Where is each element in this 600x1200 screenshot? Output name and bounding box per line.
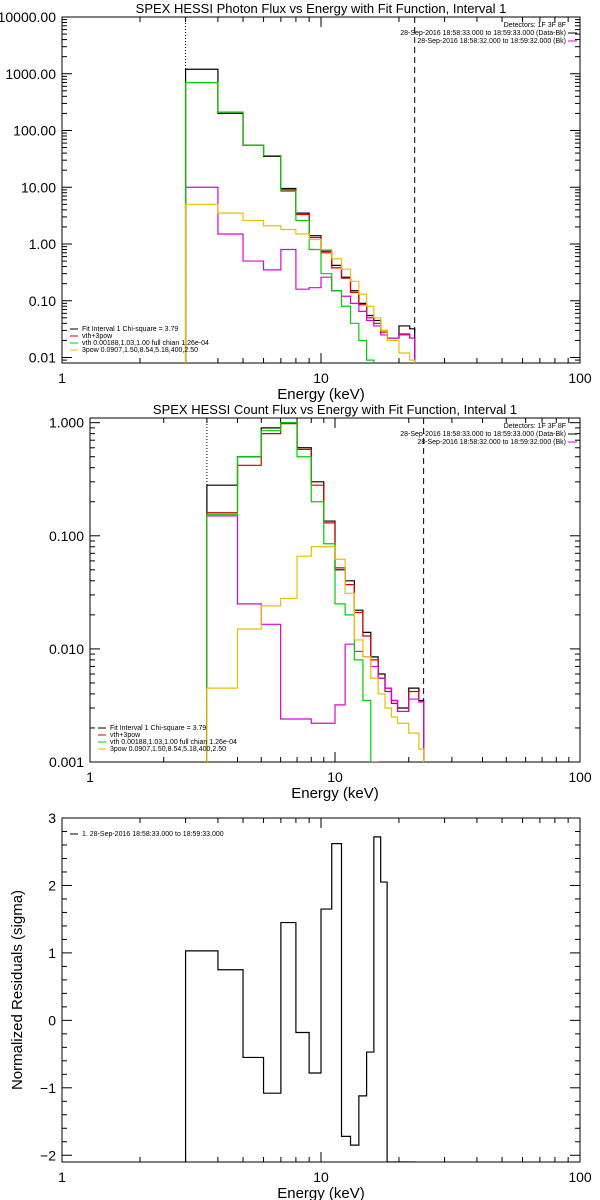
x-tick-label: 1 xyxy=(58,1169,66,1185)
y-tick-label: −2 xyxy=(40,1147,56,1163)
y-tick-label: 0.001 xyxy=(49,754,84,770)
y-axis-label: Normalized Residuals (sigma) xyxy=(9,890,26,1090)
legend-entry: Fit Interval 1 Chi-square = 3.79 xyxy=(82,326,178,333)
plot-frame xyxy=(61,16,581,364)
residuals-panel: 1 10 100 −2 −1 0 1 2 3 Energy (keV) Normalized Res… xyxy=(9,810,592,1200)
x-axis-label: Energy (keV) xyxy=(277,1185,365,1200)
y-tick-label: 3 xyxy=(48,810,56,826)
legend-entry: vth+3pow xyxy=(82,333,113,340)
series-group xyxy=(184,68,416,363)
series-yellow-line xyxy=(184,203,416,363)
chart-title: SPEX HESSI Photon Flux vs Energy with Fi… xyxy=(136,1,507,16)
y-tick-label: 0.010 xyxy=(49,641,84,657)
info-text: Detectors: 1F 3F 8F xyxy=(504,423,566,430)
y-tick-label: 0 xyxy=(48,1012,56,1028)
x-tick-label: 100 xyxy=(568,1169,592,1185)
series-magenta-line xyxy=(206,515,425,762)
series-group xyxy=(184,836,416,1162)
y-tick-label: 1000.00 xyxy=(5,66,56,82)
y-tick-label: 1 xyxy=(48,945,56,961)
x-axis-label: Energy (keV) xyxy=(291,785,379,802)
y-tick-label: 0.01 xyxy=(29,350,56,366)
info-text: 28-Sep-2016 18:58:32.000 to 18:59:32.000… xyxy=(417,439,566,446)
y-tick-label: 1.000 xyxy=(49,415,84,431)
x-tick-label: 10 xyxy=(313,370,329,386)
legend-entry: 3pow 0.0907,1.50,8.54,5.18,400,2.50 xyxy=(82,347,198,354)
chart-title: SPEX HESSI Count Flux vs Energy with Fit… xyxy=(153,402,517,417)
series-black-line xyxy=(184,836,416,1162)
y-tick-label: 10000.00 xyxy=(0,9,56,25)
y-tick-label: −1 xyxy=(40,1080,56,1096)
legend-entry: Fit Interval 1 Chi-square = 3.79 xyxy=(110,725,206,732)
legend-entry: vth 0.00188,1.03,1.00 full chian 1.26e-0… xyxy=(110,739,237,746)
x-tick-label: 100 xyxy=(568,370,592,386)
series-yellow-line xyxy=(206,546,425,762)
info-text: 28-Sep-2016 18:58:33.000 to 18:59:33.000… xyxy=(400,30,566,37)
legend-entry: 3pow 0.0907,1.50,8.54,5.18,400,2.50 xyxy=(110,746,226,753)
series-red-line xyxy=(206,423,425,762)
legend-entry: 1. 28-Sep-2016 18:58:33.000 to 18:59:33.… xyxy=(82,831,224,838)
y-tick-label: 2 xyxy=(48,877,56,893)
y-tick-label: 10.00 xyxy=(21,179,56,195)
y-tick-label: 1.00 xyxy=(29,236,56,252)
series-green-line xyxy=(206,422,379,762)
legend-entry: vth 0.00188,1.03,1.00 full chian 1.26e-0… xyxy=(82,340,209,347)
info-text: 28-Sep-2016 18:58:32.000 to 18:59:32.000… xyxy=(417,38,566,45)
y-tick-label: 0.10 xyxy=(29,293,56,309)
x-tick-label: 10 xyxy=(313,1169,329,1185)
x-tick-label: 10 xyxy=(327,769,343,785)
info-text: 28-Sep-2016 18:58:33.000 to 18:59:33.000… xyxy=(400,431,566,438)
legend-entry: vth+3pow xyxy=(110,732,141,739)
series-green-line xyxy=(184,81,375,363)
x-tick-label: 100 xyxy=(568,769,592,785)
x-tick-label: 1 xyxy=(86,769,94,785)
x-tick-label: 1 xyxy=(58,370,66,386)
count-flux-panel: SPEX HESSI Count Flux vs Energy with Fit… xyxy=(49,402,592,802)
x-axis-label: Energy (keV) xyxy=(277,386,365,403)
photon-flux-panel: SPEX HESSI Photon Flux vs Energy with Fi… xyxy=(0,1,592,403)
y-tick-label: 0.100 xyxy=(49,528,84,544)
series-black-line xyxy=(206,422,425,762)
y-tick-label: 100.00 xyxy=(13,123,56,139)
series-group xyxy=(206,422,425,762)
info-text: Detectors: 1F 3F 8F xyxy=(504,22,566,29)
